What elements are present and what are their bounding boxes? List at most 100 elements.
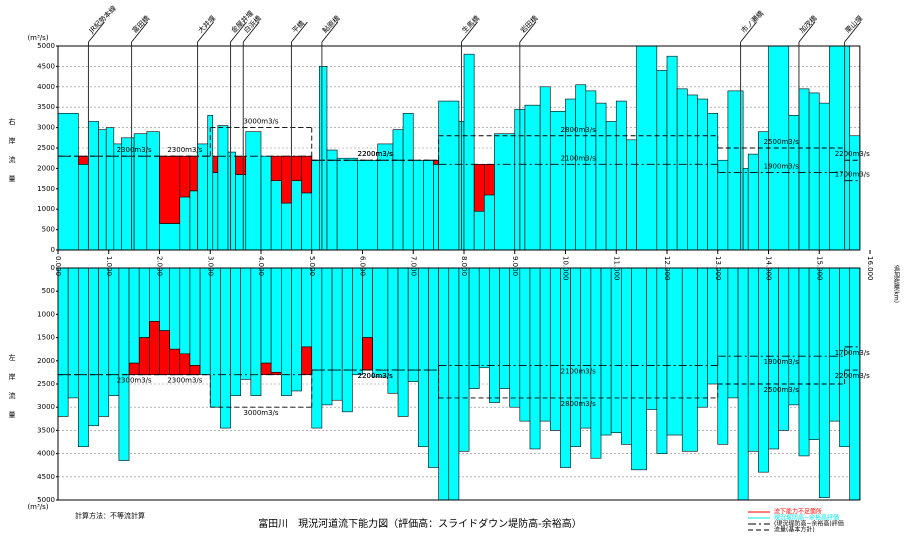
- landmark-label: 鮎原橋: [320, 14, 341, 35]
- capacity-bar: [311, 159, 320, 251]
- y-tick-label: 3500: [37, 426, 55, 434]
- capacity-bar: [468, 267, 480, 389]
- x-tick-label: 10.000: [562, 256, 570, 281]
- capacity-bar: [808, 92, 820, 251]
- deficit-area: [179, 155, 191, 198]
- capacity-bar: [98, 129, 107, 251]
- capacity-bar: [565, 98, 576, 251]
- x-tick-label: 8.000: [460, 256, 468, 276]
- capacity-bar: [230, 267, 242, 396]
- capacity-bar: [666, 267, 683, 436]
- capacity-bar: [199, 267, 211, 376]
- deficit-area: [362, 337, 373, 371]
- legend-label: 現況堤防高−余裕高評価: [774, 514, 839, 522]
- capacity-bar: [197, 143, 209, 251]
- capacity-bar: [742, 168, 749, 251]
- flow-label: 2300m3/s: [167, 146, 202, 154]
- capacity-bar: [179, 267, 191, 355]
- capacity-bar: [260, 267, 272, 364]
- flow-label: 2800m3/s: [561, 400, 596, 408]
- flow-label: 2100m3/s: [561, 367, 596, 375]
- capacity-bar: [829, 267, 840, 422]
- y-tick-label: 5000: [37, 496, 55, 504]
- capacity-bar: [499, 267, 510, 389]
- capacity-bar: [666, 55, 678, 251]
- capacity-bar: [697, 98, 708, 251]
- capacity-bar: [717, 159, 729, 251]
- capacity-bar: [758, 131, 769, 251]
- capacity-bar: [319, 66, 328, 251]
- y-tick-label: 4000: [37, 83, 55, 91]
- x-tick-label: 15.000: [815, 256, 823, 281]
- y-tick-label: 5000: [37, 42, 55, 50]
- capacity-bar: [189, 267, 201, 366]
- capacity-bar: [138, 267, 150, 338]
- plot-frame: [57, 45, 861, 251]
- capacity-bar: [438, 100, 460, 251]
- capacity-bar: [159, 267, 170, 331]
- landmark-label: JR紀勢本線: [86, 4, 118, 36]
- deficit-area: [169, 348, 181, 376]
- capacity-bar: [473, 210, 485, 251]
- capacity-bar: [301, 267, 313, 348]
- capacity-bar: [270, 267, 282, 373]
- y-tick-label: 4000: [37, 450, 55, 458]
- capacity-bar: [250, 267, 262, 396]
- landmark-leader: [242, 21, 260, 43]
- capacity-bar: [549, 267, 561, 431]
- y-tick-label: 1500: [37, 334, 55, 342]
- deficit-area: [138, 337, 150, 376]
- capacity-bar: [57, 113, 79, 251]
- capacity-bar: [341, 267, 353, 413]
- flow-label: 3000m3/s: [243, 409, 278, 417]
- landmark-label: 大井堰: [196, 14, 217, 35]
- capacity-bar: [681, 267, 698, 452]
- legend-label: 流下能力不足箇所: [774, 508, 822, 516]
- deficit-area: [189, 365, 201, 376]
- chart-title: 富田川 現況河道流下能力図（評価高：スライドダウン堤防高-余裕高）: [258, 517, 582, 530]
- y-tick-label: 0: [51, 246, 55, 254]
- y-tick-label: 3000: [37, 403, 55, 411]
- capacity-bar: [585, 90, 597, 251]
- flow-label: 2300m3/s: [167, 377, 202, 385]
- capacity-bar: [839, 267, 850, 447]
- x-tick-label: 9.000: [511, 256, 519, 276]
- capacity-bar: [128, 267, 140, 364]
- capacity-bar: [392, 129, 404, 251]
- landmark-label: 岩田橋: [518, 14, 539, 35]
- capacity-bar: [98, 267, 110, 417]
- deficit-area: [78, 155, 89, 165]
- capacity-bar: [118, 267, 130, 461]
- y-tick-label: 0: [51, 264, 55, 272]
- deficit-area: [280, 155, 292, 204]
- landmark-leader: [291, 21, 308, 43]
- capacity-bar: [605, 121, 617, 251]
- capacity-bar: [798, 267, 810, 457]
- capacity-bar: [686, 94, 698, 251]
- x-axis-label: 追加距離(km): [893, 264, 900, 303]
- flow-label: 2100m3/s: [561, 154, 596, 162]
- capacity-bar: [626, 139, 637, 251]
- deficit-area: [189, 155, 198, 192]
- flow-label: 1700m3/s: [835, 171, 870, 179]
- deficit-area: [473, 164, 485, 212]
- capacity-bar: [818, 102, 830, 251]
- capacity-bar: [397, 267, 409, 417]
- landmark-label: 平橋: [290, 19, 306, 35]
- deficit-area: [159, 330, 170, 376]
- capacity-bar: [88, 121, 99, 251]
- flow-label: 2800m3/s: [561, 126, 596, 134]
- landmark-label: 生馬橋: [460, 14, 481, 35]
- y-tick-label: 3000: [37, 124, 55, 132]
- deficit-area: [301, 155, 313, 194]
- x-tick-label: 2.000: [156, 256, 164, 276]
- capacity-bar: [105, 127, 115, 251]
- y-tick-label: 500: [42, 287, 55, 295]
- capacity-bar: [600, 267, 612, 436]
- flow-label: 2200m3/s: [358, 150, 393, 158]
- deficit-area: [212, 155, 219, 173]
- landmark-leader: [230, 21, 247, 43]
- y-tick-label: 2000: [37, 164, 55, 172]
- capacity-bar: [778, 267, 790, 431]
